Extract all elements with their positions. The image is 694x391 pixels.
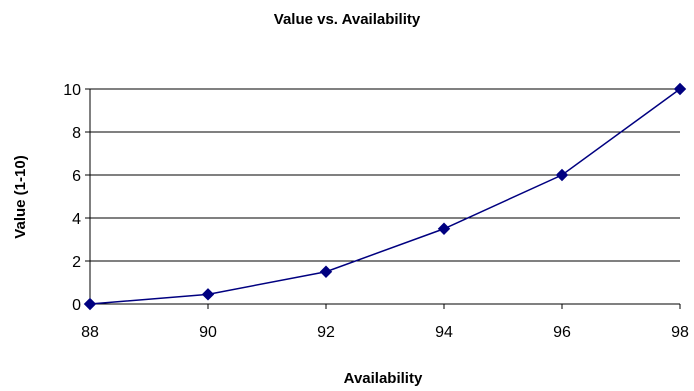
data-point-94 [437,222,451,235]
data-point-92 [319,265,333,278]
x-tick-label: 94 [435,324,453,341]
y-tick-label: 8 [72,125,81,142]
y-tick-label: 4 [72,211,81,228]
y-tick-label: 0 [72,297,81,314]
x-tick-label: 92 [317,324,335,341]
x-tick-label: 88 [81,324,99,341]
series-line [89,88,681,305]
y-tick-labels: 0 2 4 6 8 10 [63,82,81,314]
x-tick-labels: 88 90 92 94 96 98 [81,324,689,341]
x-tick-label: 98 [671,324,689,341]
x-tick-label: 90 [199,324,217,341]
chart-title: Value vs. Availability [274,11,421,28]
series [83,82,687,311]
y-axis-title: Value (1-10) [12,155,29,238]
gridlines [90,88,680,262]
data-point-88 [83,297,97,311]
x-tick-label: 96 [553,324,571,341]
data-point-96 [555,168,569,182]
data-point-98 [673,82,687,96]
y-tick-label: 10 [63,82,81,99]
x-axis-title: Availability [344,370,423,387]
data-point-90 [201,288,215,301]
y-tick-label: 2 [72,254,81,271]
plot-area: 0 2 4 6 8 10 88 90 92 94 96 98 [63,82,689,341]
y-tick-label: 6 [72,168,81,185]
axes [85,88,681,309]
